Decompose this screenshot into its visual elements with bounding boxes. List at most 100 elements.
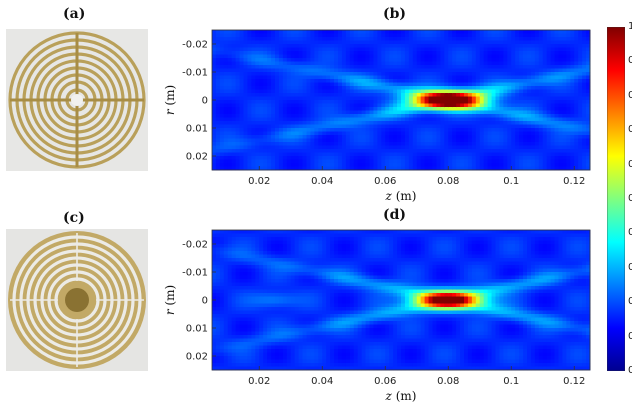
heat-cell <box>314 230 318 234</box>
heat-cell <box>559 163 563 167</box>
heat-cell <box>232 121 236 125</box>
heat-cell <box>232 304 236 308</box>
heat-cell <box>267 332 271 336</box>
heat-cell <box>496 149 500 153</box>
heat-cell <box>247 125 251 129</box>
heat-cell <box>511 65 515 69</box>
heat-cell <box>310 111 314 115</box>
heat-cell <box>566 132 570 136</box>
heat-cell <box>389 37 393 41</box>
heat-cell <box>559 107 563 111</box>
heat-cell <box>354 34 358 38</box>
heat-cell <box>385 153 389 157</box>
heat-cell <box>523 72 527 76</box>
heat-cell <box>350 65 354 69</box>
heat-cell <box>267 360 271 364</box>
heat-cell <box>283 114 287 118</box>
heat-cell <box>220 262 224 266</box>
heat-cell <box>456 72 460 76</box>
heat-cell <box>370 128 374 132</box>
heat-cell <box>287 300 291 304</box>
heat-cell <box>405 79 409 83</box>
heat-cell <box>346 156 350 160</box>
heat-cell <box>267 255 271 259</box>
heat-cell <box>389 44 393 48</box>
heat-cell <box>259 48 263 52</box>
heat-cell <box>440 93 444 97</box>
heat-cell <box>555 72 559 76</box>
heat-cell <box>236 118 240 122</box>
heat-cell <box>389 156 393 160</box>
heat-cell <box>244 111 248 115</box>
heat-cell <box>354 83 358 87</box>
heat-cell <box>543 149 547 153</box>
heat-cell <box>299 342 303 346</box>
heat-cell <box>232 156 236 160</box>
heat-cell <box>310 65 314 69</box>
heat-cell <box>499 146 503 150</box>
heat-cell <box>523 65 527 69</box>
heat-cell <box>275 276 279 280</box>
heat-cell <box>212 314 216 318</box>
heat-cell <box>531 156 535 160</box>
heat-cell <box>220 69 224 73</box>
heat-cell <box>267 163 271 167</box>
heat-cell <box>401 160 405 164</box>
heat-cell <box>244 290 248 294</box>
heat-cell <box>507 44 511 48</box>
heat-cell <box>559 30 563 34</box>
heat-cell <box>259 51 263 55</box>
heat-cell <box>358 58 362 62</box>
heat-cell <box>295 76 299 80</box>
heat-cell <box>480 41 484 45</box>
heat-cell <box>307 353 311 357</box>
heat-cell <box>259 353 263 357</box>
heat-cell <box>539 153 543 157</box>
heat-cell <box>484 30 488 34</box>
heat-cell <box>275 241 279 245</box>
heat-cell <box>314 72 318 76</box>
heat-cell <box>330 62 334 66</box>
heat-cell <box>574 146 578 150</box>
heat-cell <box>370 156 374 160</box>
heat-cell <box>216 314 220 318</box>
heat-cell <box>307 62 311 66</box>
heat-cell <box>574 111 578 115</box>
heat-cell <box>318 234 322 238</box>
heat-cell <box>377 100 381 104</box>
heat-cell <box>244 279 248 283</box>
heat-cell <box>330 69 334 73</box>
lens-photo-a <box>6 29 148 171</box>
heat-cell <box>228 321 232 325</box>
heat-cell <box>354 79 358 83</box>
heat-cell <box>409 156 413 160</box>
heat-cell <box>527 93 531 97</box>
heat-cell <box>318 37 322 41</box>
heat-cell <box>397 93 401 97</box>
heat-cell <box>307 286 311 290</box>
heat-cell <box>531 51 535 55</box>
heat-cell <box>547 93 551 97</box>
heat-cell <box>456 125 460 129</box>
heat-cell <box>527 149 531 153</box>
heat-cell <box>472 37 476 41</box>
heat-cell <box>244 349 248 353</box>
heat-cell <box>299 76 303 80</box>
heat-cell <box>228 304 232 308</box>
heat-cell <box>303 297 307 301</box>
heat-cell <box>519 111 523 115</box>
heat-cell <box>543 153 547 157</box>
heat-cell <box>307 328 311 332</box>
heat-cell <box>421 93 425 97</box>
heat-cell <box>484 104 488 108</box>
heat-cell <box>440 149 444 153</box>
heat-cell <box>244 328 248 332</box>
heat-cell <box>263 339 267 343</box>
heat-cell <box>267 100 271 104</box>
heat-cell <box>440 86 444 90</box>
heat-cell <box>547 48 551 52</box>
heat-cell <box>291 37 295 41</box>
heat-cell <box>236 356 240 360</box>
heat-cell <box>287 146 291 150</box>
heat-cell <box>566 139 570 143</box>
